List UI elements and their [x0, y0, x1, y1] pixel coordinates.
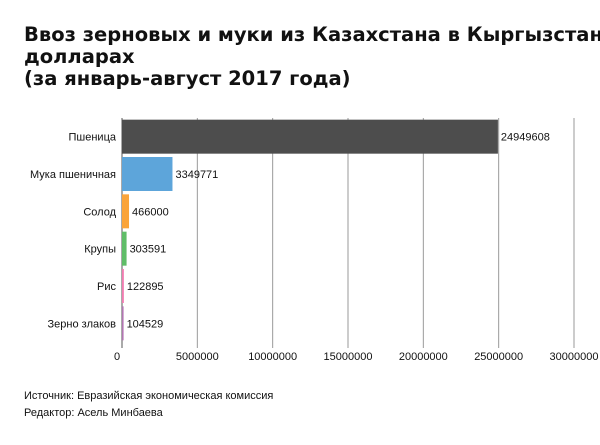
category-label: Солод	[83, 206, 116, 218]
title-line-2: долларах	[24, 45, 135, 68]
bar	[122, 119, 498, 154]
x-tick-labels: 0 5000000 10000000 15000000 20000000 25000000…	[114, 351, 598, 363]
x-tick-label: 25000000	[474, 351, 523, 363]
title-line-1: Ввоз зерновых и муки из Казахстана в Кыр…	[24, 23, 600, 46]
bar	[122, 306, 124, 341]
x-tick-label: 0	[114, 351, 120, 363]
x-tick-label: 5000000	[176, 351, 219, 363]
category-label: Мука пшеничная	[30, 169, 116, 181]
source-text: Источник: Евразийская экономическая коми…	[24, 390, 274, 402]
category-label: Рис	[97, 281, 116, 293]
category-label: Крупы	[84, 244, 116, 256]
x-tick-label: 10000000	[248, 351, 297, 363]
value-label: 3349771	[175, 169, 218, 181]
value-label: 104529	[127, 318, 164, 330]
x-tick-label: 15000000	[324, 351, 373, 363]
footer: Источник: Евразийская экономическая коми…	[24, 388, 273, 422]
bar	[122, 194, 130, 229]
x-tick-label: 20000000	[399, 351, 448, 363]
bars	[122, 119, 498, 341]
bar	[122, 157, 173, 191]
value-label: 466000	[132, 206, 169, 218]
category-labels: Пшеница Мука пшеничная Солод Крупы Рис Зерно …	[30, 132, 117, 331]
chart-title: Ввоз зерновых и муки из Казахстана в Кыр…	[24, 23, 600, 90]
category-label: Пшеница	[69, 132, 117, 144]
category-label: Зерно злаков	[48, 318, 117, 330]
value-label: 24949608	[501, 132, 550, 144]
value-label: 122895	[127, 281, 164, 293]
value-labels: 24949608 3349771 466000 303591 122895 104529	[127, 132, 550, 331]
title-line-3: (за январь-август 2017 года)	[24, 67, 351, 90]
editor-text: Редактор: Асель Минбаева	[24, 407, 163, 419]
value-label: 303591	[130, 244, 167, 256]
bar	[122, 269, 124, 303]
bar	[122, 231, 127, 266]
x-tick-label: 30000000	[550, 351, 599, 363]
